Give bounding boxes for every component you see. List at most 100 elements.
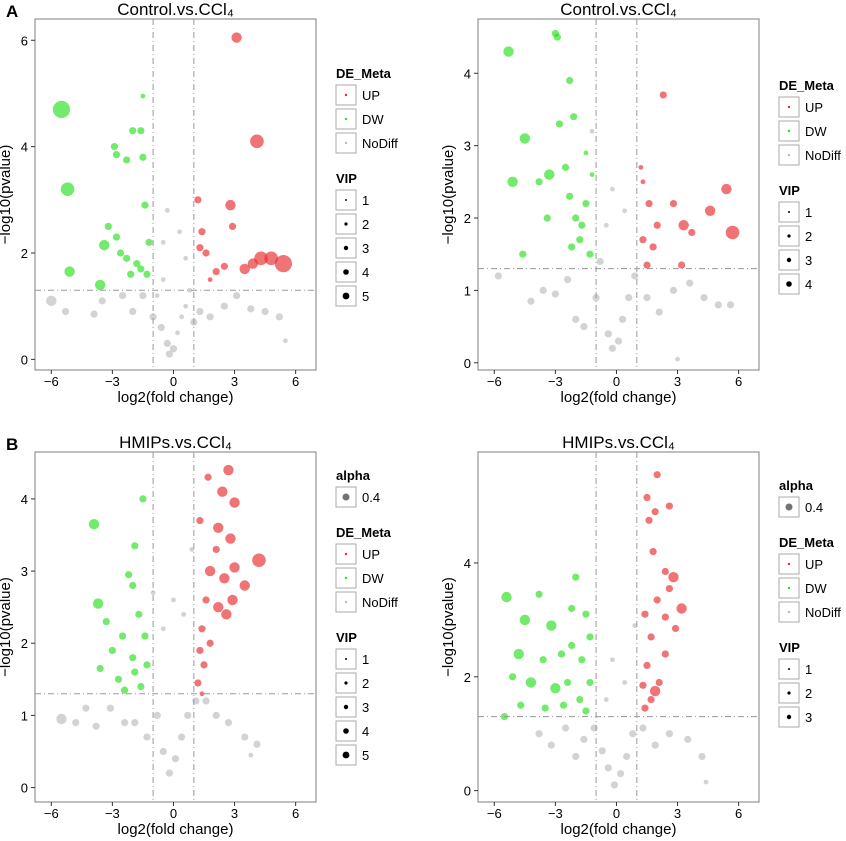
point-up (250, 134, 264, 149)
point-up (704, 205, 716, 216)
point-dw (501, 591, 512, 603)
legend-marker (344, 222, 348, 226)
point-dw (541, 704, 549, 712)
point-nodiff (171, 597, 176, 603)
point-nodiff (181, 611, 187, 617)
point-up (204, 473, 212, 481)
point-dw (553, 33, 562, 41)
point-nodiff (165, 769, 173, 777)
volcano-panel: HMIPs.vs.CCl₄ −6 −3 0 3 6 0 2 4 log2(fold change)… (440, 433, 841, 838)
point-dw (557, 650, 566, 658)
legend-title: alpha (779, 478, 814, 493)
point-nodiff (610, 781, 619, 789)
point-nodiff (703, 779, 709, 785)
legend-label: 4 (362, 265, 369, 280)
legend-marker (344, 117, 348, 121)
point-dw (517, 701, 525, 709)
point-up (639, 236, 647, 244)
legend-marker (343, 728, 349, 734)
point-dw (143, 270, 151, 278)
point-nodiff (563, 275, 572, 284)
x-tick-label: 0 (170, 374, 177, 389)
point-dw (544, 169, 555, 180)
point-dw (94, 279, 106, 291)
point-dw (131, 668, 139, 676)
y-tick-label: 2 (464, 670, 471, 685)
point-up (665, 502, 674, 510)
point-up (678, 220, 689, 231)
legend-marker (788, 668, 790, 670)
point-dw (586, 250, 594, 258)
legend-label: 1 (362, 193, 369, 208)
legend-marker (342, 751, 350, 759)
legend-marker (344, 600, 348, 604)
point-dw (503, 46, 514, 57)
legend-label: 2 (362, 676, 369, 691)
point-nodiff (651, 741, 659, 749)
point-up (220, 262, 228, 270)
x-tick-label: −6 (487, 806, 502, 821)
legend-title: DE_Meta (336, 66, 392, 81)
point-nodiff (603, 222, 609, 228)
point-dw (116, 249, 125, 257)
legend-marker (787, 105, 791, 109)
point-up (229, 497, 240, 508)
y-tick-label: 4 (21, 140, 28, 155)
point-up (645, 516, 653, 524)
x-tick-label: 6 (292, 806, 299, 821)
point-up (671, 624, 680, 633)
point-dw (143, 661, 151, 669)
volcano-panel: A Control.vs.CCl₄ −6 −3 0 3 6 0 2 4 6 log2(fold cha… (0, 0, 398, 406)
x-axis-label: log2(fold change) (561, 389, 677, 406)
point-dw (112, 233, 121, 241)
legend-label: 5 (362, 289, 369, 304)
point-up (213, 601, 224, 613)
point-dw (535, 178, 543, 186)
legend-label: NoDiff (805, 148, 841, 163)
point-nodiff (604, 764, 612, 772)
legend-marker (345, 658, 347, 660)
point-up (676, 603, 687, 614)
point-dw (141, 201, 149, 209)
y-tick-label: 4 (21, 492, 28, 507)
legend-label: DW (805, 124, 827, 139)
point-dw (137, 265, 145, 273)
point-dw (139, 495, 147, 503)
point-up (206, 639, 214, 647)
point-nodiff (631, 272, 639, 280)
point-up (198, 228, 206, 236)
point-nodiff (580, 322, 588, 331)
point-nodiff (120, 719, 129, 727)
point-dw (578, 656, 586, 664)
point-up (661, 650, 669, 658)
point-dw (539, 656, 547, 664)
point-nodiff (598, 747, 606, 755)
point-dw (139, 153, 147, 161)
legend-title: DE_Meta (779, 78, 835, 93)
point-up (649, 547, 657, 556)
y-axis-label: −log10(pvalue) (440, 577, 457, 677)
point-nodiff (153, 711, 161, 720)
legend-label: 3 (362, 700, 369, 715)
point-nodiff (283, 338, 288, 344)
point-nodiff (609, 186, 615, 192)
point-dw (519, 133, 531, 144)
point-dw (120, 686, 129, 694)
chart-title: HMIPs.vs.CCl₄ (562, 433, 675, 452)
point-up (212, 545, 220, 554)
point-nodiff (675, 356, 680, 362)
point-nodiff (643, 294, 651, 302)
point-nodiff (248, 752, 254, 758)
point-up (643, 261, 651, 269)
y-tick-label: 2 (21, 246, 28, 261)
point-nodiff (154, 293, 160, 298)
legend-label: NoDiff (362, 136, 398, 151)
point-dw (561, 163, 570, 171)
point-dw (578, 221, 586, 229)
point-dw (582, 610, 590, 618)
point-up (641, 610, 649, 618)
point-nodiff (603, 697, 609, 702)
point-up (653, 596, 661, 604)
x-tick-label: 3 (674, 806, 681, 821)
point-dw (129, 127, 137, 135)
